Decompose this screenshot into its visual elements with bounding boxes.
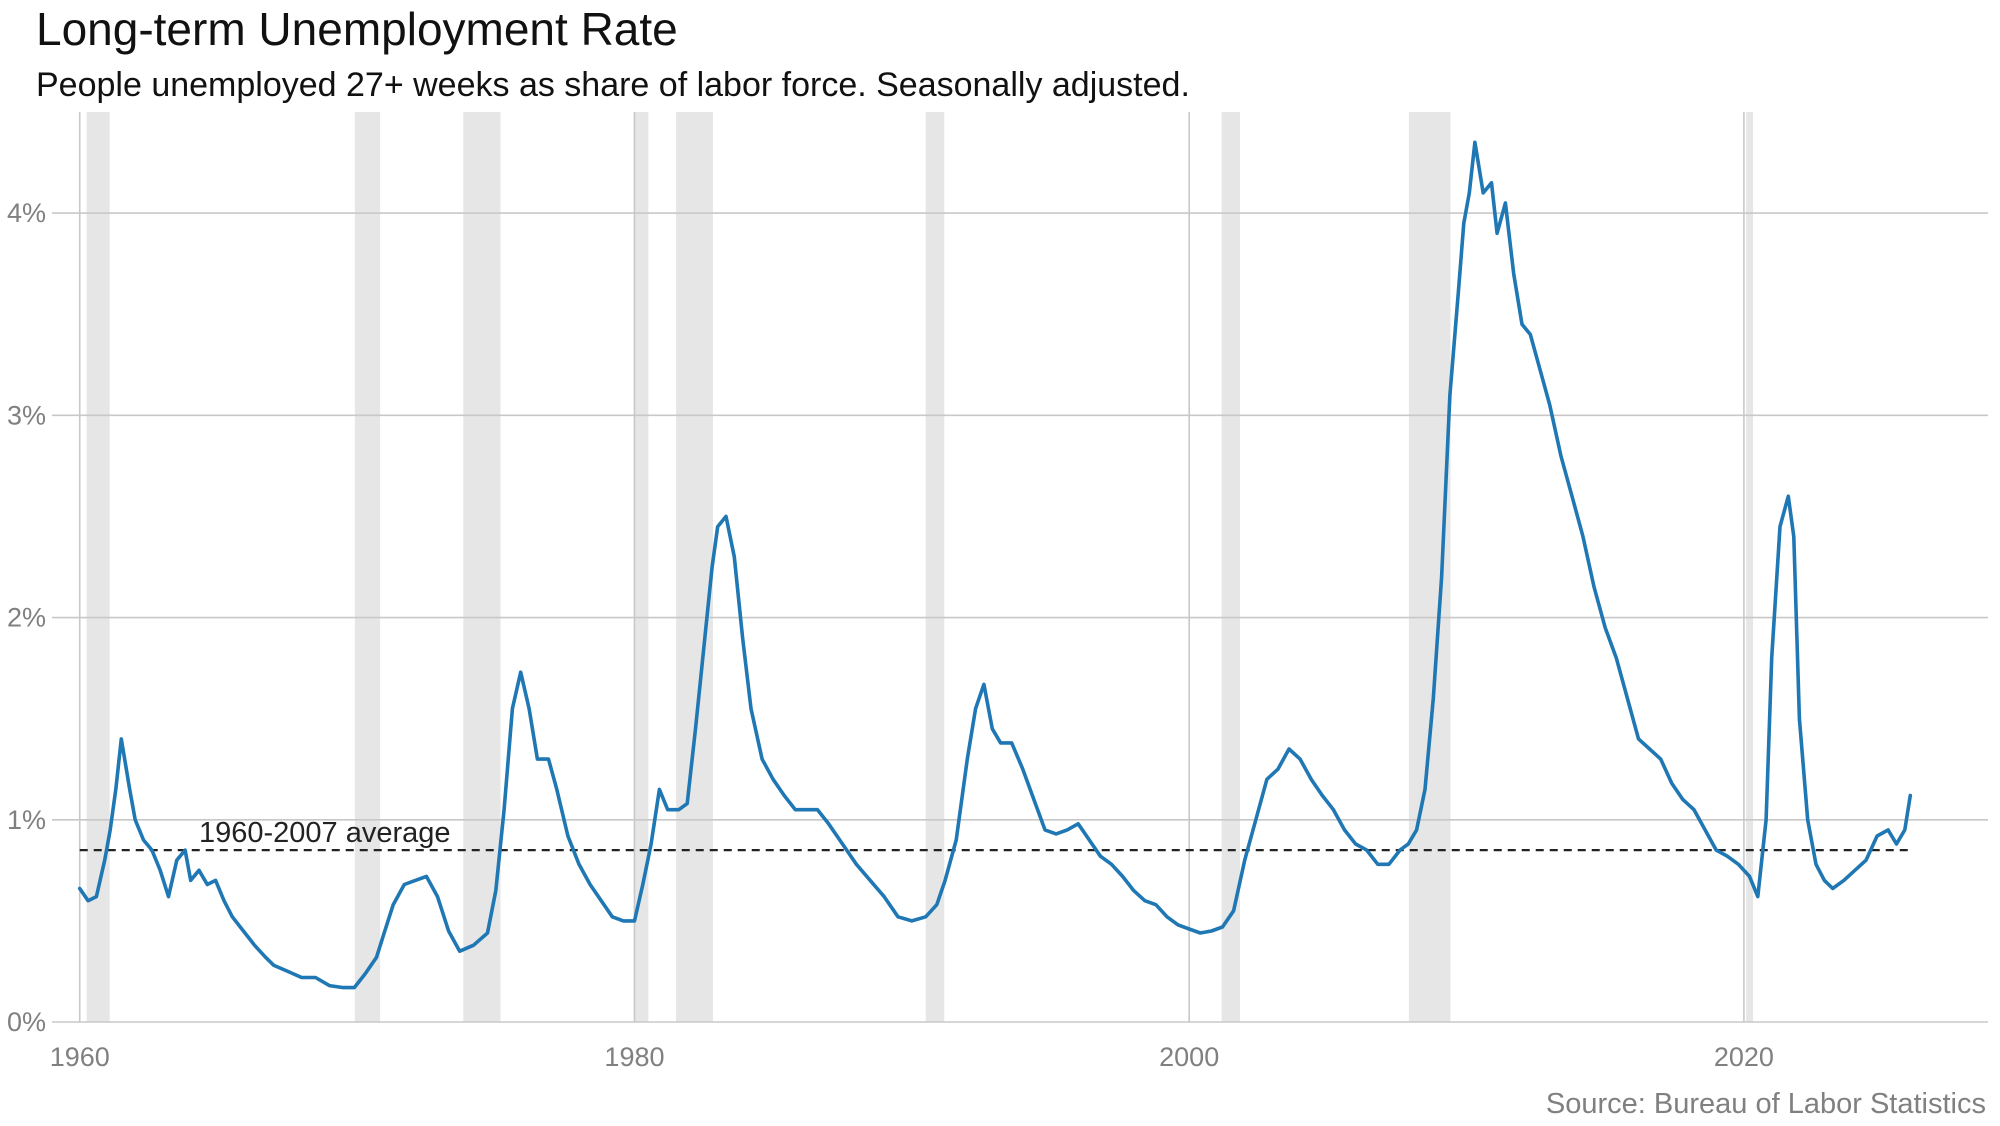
x-tick-label-1980: 1980	[604, 1042, 664, 1072]
recession-bands	[86, 112, 1754, 1022]
y-tick-label-4: 4%	[7, 198, 46, 228]
x-tick-label-2020: 2020	[1714, 1042, 1774, 1072]
series-group	[77, 140, 1913, 990]
long-term-unemployment-line	[77, 140, 1913, 990]
chart-subtitle: People unemployed 27+ weeks as share of …	[36, 66, 1190, 104]
x-tick-label-1960: 1960	[50, 1042, 110, 1072]
recession-band-2	[354, 112, 381, 1022]
source-note: Source: Bureau of Labor Statistics	[1545, 1088, 1986, 1120]
axis-ticks: 0% 1% 2% 3% 4% 1960 1980 2000 2020	[7, 198, 1774, 1072]
recession-band-9	[1746, 112, 1754, 1022]
y-tick-label-1: 1%	[7, 805, 46, 835]
recession-band-3	[463, 112, 501, 1022]
recession-band-1	[86, 112, 110, 1022]
recession-band-8	[1408, 112, 1451, 1022]
recession-band-6	[925, 112, 945, 1022]
y-tick-label-2: 2%	[7, 603, 46, 633]
y-tick-label-0: 0%	[7, 1007, 46, 1037]
average-reference-label: 1960-2007 average	[199, 817, 451, 849]
recession-band-4	[634, 112, 649, 1022]
chart-title: Long-term Unemployment Rate	[36, 3, 678, 55]
reference-line-group: 1960-2007 average	[79, 817, 1911, 852]
y-tick-label-3: 3%	[7, 400, 46, 430]
gridlines	[52, 112, 1988, 1023]
recession-band-7	[1221, 112, 1240, 1022]
x-tick-label-2000: 2000	[1159, 1042, 1219, 1072]
recession-band-5	[676, 112, 713, 1022]
